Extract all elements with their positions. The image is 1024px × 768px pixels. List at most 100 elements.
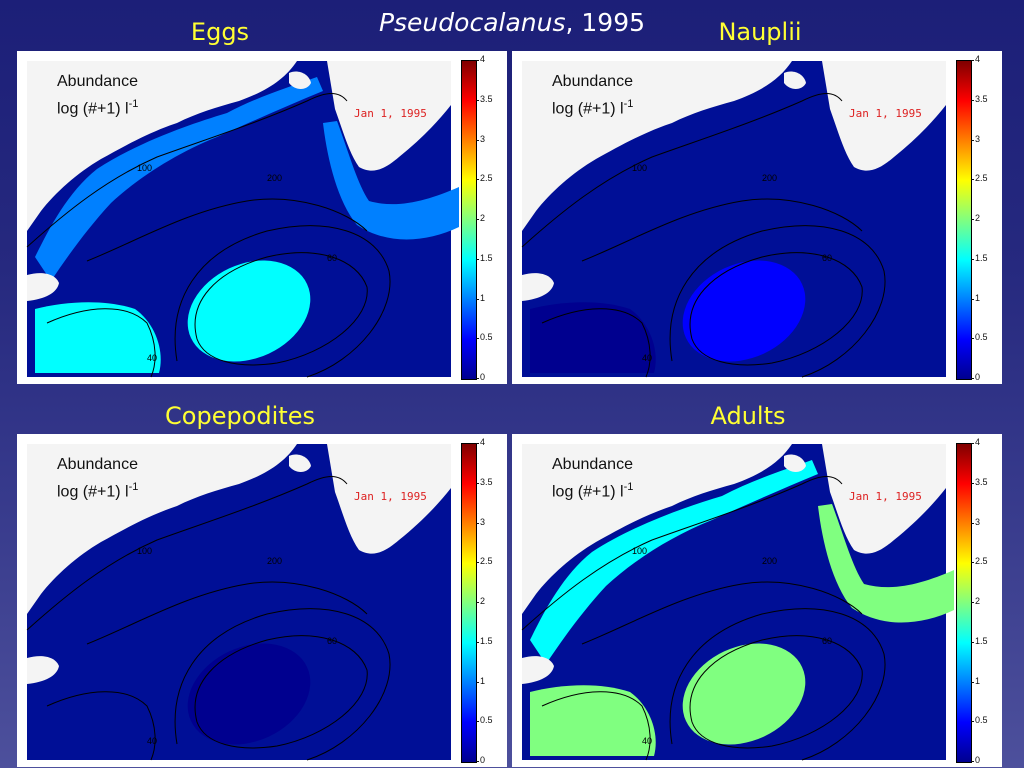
colorbar — [461, 60, 477, 380]
colorbar-tick-label: 2 — [475, 213, 486, 223]
map-panel-nauplii: 100 200 60 40 Abundance log (#+1) l-1 Jan 1, 1… — [512, 51, 1002, 384]
abundance-map: 100 200 60 40 — [521, 444, 954, 761]
date-label: Jan 1, 1995 — [354, 107, 427, 120]
title-year: , 1995 — [565, 8, 646, 37]
land-mass — [822, 61, 946, 171]
colorbar-tick-label: 0.5 — [971, 332, 988, 343]
legend-line-1: Abundance — [57, 73, 138, 90]
contour-depth-label: 60 — [822, 636, 832, 646]
depth-contour — [26, 93, 348, 248]
land-mass — [784, 454, 806, 472]
legend-superscript: -1 — [128, 481, 139, 493]
depth-contour — [194, 635, 368, 749]
colorbar-tick-label: 1 — [475, 675, 486, 686]
depth-contour — [26, 476, 348, 631]
abundance-region — [530, 685, 656, 756]
colorbar-tick-label: 3 — [475, 516, 486, 527]
colorbar-tick-label: 2.5 — [971, 556, 988, 567]
panel-label-eggs: Eggs — [190, 18, 250, 46]
title-genus: Pseudocalanus — [378, 8, 566, 37]
colorbar-tick-label: 3 — [475, 133, 486, 144]
panel-label-nauplii: Nauplii — [718, 18, 802, 46]
colorbar — [956, 443, 972, 763]
land-mass — [327, 61, 451, 171]
colorbar-tick-label: 2.5 — [476, 556, 493, 567]
depth-contour — [581, 198, 863, 262]
legend-line-1: Abundance — [552, 73, 633, 90]
colorbar-tick-label: 1.5 — [971, 635, 988, 646]
colorbar-tick-label: 3 — [970, 133, 981, 144]
depth-contour — [521, 476, 843, 631]
colorbar-tick-label: 0 — [475, 372, 486, 382]
legend-superscript: -1 — [623, 481, 634, 493]
colorbar — [461, 443, 477, 763]
legend-line-2: log (#+1) l-1 — [57, 98, 139, 118]
depth-contour — [581, 581, 863, 645]
abundance-map: 100 200 60 40 — [26, 444, 451, 761]
depth-contour — [521, 93, 843, 248]
depth-contour — [174, 608, 391, 761]
contour-depth-label: 200 — [762, 173, 777, 183]
land-mass — [522, 273, 554, 301]
abundance-region — [818, 504, 954, 623]
land-mass — [822, 444, 946, 554]
land-mass — [784, 71, 806, 89]
colorbar-tick-label: 0 — [475, 755, 486, 765]
contour-depth-label: 100 — [137, 546, 152, 556]
colorbar-tick-label: 2 — [970, 213, 981, 223]
slide-title: Pseudocalanus, 1995 — [0, 8, 1024, 37]
colorbar-tick-label: 0.5 — [971, 715, 988, 726]
colorbar-tick-label: 2 — [475, 596, 486, 606]
panel-label-copepodites: Copepodites — [165, 402, 315, 430]
date-label: Jan 1, 1995 — [849, 490, 922, 503]
colorbar-tick-label: 0.5 — [476, 715, 493, 726]
depth-contour — [86, 581, 368, 645]
depth-contour — [669, 225, 886, 378]
colorbar-tick-label: 1.5 — [476, 635, 493, 646]
colorbar-tick-label: 3 — [970, 516, 981, 527]
depth-contour — [541, 691, 651, 761]
land-mass — [289, 454, 311, 472]
date-label: Jan 1, 1995 — [849, 107, 922, 120]
abundance-map: 100 200 60 40 — [26, 61, 459, 378]
contour-depth-label: 40 — [147, 353, 157, 363]
land-mass — [27, 444, 297, 614]
map-panel-copepodites: 100 200 60 40 Abundance log (#+1) l-1 Jan 1, 1… — [17, 434, 507, 767]
abundance-region — [187, 643, 311, 745]
contour-depth-label: 60 — [327, 636, 337, 646]
legend-line-2: log (#+1) l-1 — [552, 481, 634, 501]
abundance-map: 100 200 60 40 — [521, 61, 946, 378]
land-mass — [289, 71, 311, 89]
legend-superscript: -1 — [128, 98, 139, 110]
colorbar-tick-label: 2 — [970, 596, 981, 606]
contour-depth-label: 40 — [642, 736, 652, 746]
depth-contour — [174, 225, 391, 378]
abundance-region — [682, 643, 806, 745]
abundance-region — [323, 121, 459, 240]
depth-contour — [541, 308, 651, 378]
contour-depth-label: 200 — [267, 173, 282, 183]
legend-line-1: Abundance — [552, 456, 633, 473]
colorbar-tick-label: 1 — [475, 292, 486, 303]
contour-depth-label: 40 — [642, 353, 652, 363]
colorbar-tick-label: 1 — [970, 292, 981, 303]
abundance-legend-title: Abundance log (#+1) l-1 — [552, 454, 633, 503]
land-mass — [27, 656, 59, 684]
depth-contour — [194, 252, 368, 366]
colorbar-tick-label: 1 — [970, 675, 981, 686]
colorbar — [956, 60, 972, 380]
map-panel-adults: 100 200 60 40 Abundance log (#+1) l-1 Jan 1, 1… — [512, 434, 1002, 767]
legend-superscript: -1 — [623, 98, 634, 110]
abundance-region — [187, 260, 311, 362]
depth-contour — [689, 635, 863, 749]
land-mass — [522, 444, 792, 614]
depth-contour — [689, 252, 863, 366]
colorbar-tick-label: 4 — [475, 437, 486, 447]
contour-depth-label: 200 — [762, 556, 777, 566]
land-mass — [327, 444, 451, 554]
abundance-legend-title: Abundance log (#+1) l-1 — [552, 71, 633, 120]
colorbar-tick-label: 3.5 — [476, 476, 493, 487]
contour-depth-label: 100 — [632, 546, 647, 556]
panel-label-adults: Adults — [710, 402, 786, 430]
colorbar-tick-label: 1.5 — [476, 252, 493, 263]
